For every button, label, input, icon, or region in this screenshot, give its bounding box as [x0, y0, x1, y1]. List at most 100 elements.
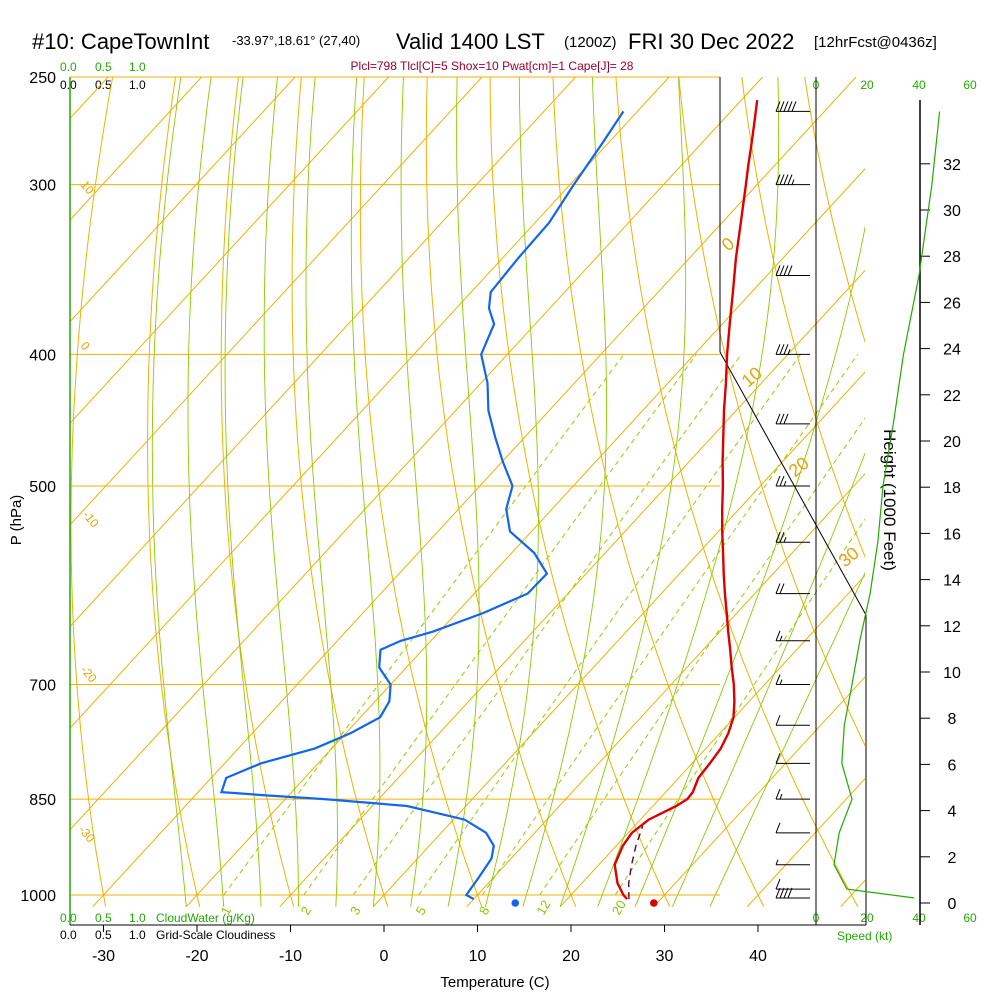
- cloudiness-tick: 0.5: [95, 78, 112, 92]
- wind-barb-half: [784, 537, 786, 542]
- height-tick-label: 30: [943, 203, 961, 220]
- surface-temperature-marker: [650, 899, 658, 907]
- y-axis-label: P (hPa): [8, 495, 25, 546]
- pressure-tick-label: 700: [29, 678, 56, 695]
- dry-adiabat-line: [616, 77, 858, 907]
- wind-barb-flag: [792, 101, 796, 111]
- pressure-tick-label: 300: [29, 178, 56, 195]
- dry-adiabat-line: [742, 77, 1000, 907]
- wind-barb-flag: [776, 789, 780, 799]
- cloudiness-tick: 1.0: [129, 78, 146, 92]
- moist-adiabat-line: [560, 77, 686, 907]
- height-tick-label: 0: [948, 896, 957, 913]
- isotherm-line: [747, 77, 1000, 907]
- dry-adiabat-label: 10: [738, 363, 766, 391]
- height-tick-label: 8: [948, 711, 957, 728]
- zulu-time: (1200Z): [564, 34, 617, 51]
- forecast-hour: [12hrFcst@0436z]: [814, 34, 937, 51]
- wind-barb-flag: [780, 175, 784, 185]
- temperature-tick-label: 30: [656, 948, 674, 965]
- height-tick-label: 22: [943, 388, 961, 405]
- dry-adiabat-line: [360, 77, 481, 907]
- mixing-ratio-label: 2: [297, 904, 314, 918]
- pressure-tick-label: 400: [29, 347, 56, 364]
- dry-adiabat-label: 0: [718, 233, 739, 255]
- dry-adiabat-line: [426, 77, 576, 907]
- plot-frame: [70, 77, 930, 932]
- moist-adiabats: [152, 77, 1000, 907]
- cloudiness-label: Grid-Scale Cloudiness: [156, 928, 275, 942]
- parcel-path-line: [629, 826, 643, 899]
- wind-barb-flag: [788, 101, 792, 111]
- mixing-ratio-label: 3: [347, 904, 364, 918]
- dry-adiabat-line: [931, 77, 1000, 907]
- mixing-ratio-label: 5: [412, 904, 429, 918]
- dry-adiabat-line: [553, 77, 764, 907]
- speed-scale-bottom: 0 20 40 60 Speed (kt): [813, 911, 977, 943]
- pressure-tick-label: 850: [29, 792, 56, 809]
- height-tick-label: 6: [948, 757, 957, 774]
- cloudwater-tick: 0.5: [95, 911, 112, 925]
- pressure-tick-label: 250: [29, 70, 56, 87]
- height-tick-label: 18: [943, 480, 961, 497]
- dry-adiabat-line: [805, 77, 1000, 907]
- wind-barb-half: [792, 180, 794, 185]
- height-tick-label: 32: [943, 157, 961, 174]
- mixing-ratio-lines: [224, 354, 977, 895]
- wind-barb-half: [780, 636, 782, 641]
- wind-barb-flag: [776, 715, 780, 725]
- pressure-tick-label: 1000: [20, 888, 56, 905]
- height-tick-label: 20: [943, 434, 961, 451]
- station-title: #10: CapeTownInt: [32, 29, 209, 54]
- wind-profile: [776, 101, 940, 898]
- mixing-ratio-line: [353, 354, 741, 895]
- cloudwater-tick: 0.0: [60, 60, 77, 74]
- height-tick-label: 16: [943, 526, 961, 543]
- wind-barb-flag: [776, 631, 780, 641]
- forecast-date: FRI 30 Dec 2022: [628, 29, 794, 54]
- height-tick-label: 2: [948, 850, 957, 867]
- speed-tick: 40: [912, 78, 926, 92]
- station-coords: -33.97°,18.61° (27,40): [232, 33, 360, 48]
- wind-barb-flag: [780, 414, 784, 424]
- mixing-ratio-line: [419, 354, 801, 895]
- wind-barb-half: [780, 680, 782, 685]
- height-tick-label: 14: [943, 573, 961, 590]
- moist-adiabat-line: [306, 77, 338, 907]
- wind-barb-half: [776, 860, 778, 865]
- temperature-tick-label: 0: [380, 948, 389, 965]
- dewpoint-profile-line: [222, 111, 624, 899]
- wind-barb-flag: [780, 584, 784, 594]
- wind-barb-flag: [784, 414, 788, 424]
- wind-barb-flag: [776, 675, 780, 685]
- speed-tick: 60: [963, 78, 977, 92]
- height-tick-label: 26: [943, 295, 961, 312]
- wind-barb-flag: [784, 344, 788, 354]
- isotherm-line: [186, 77, 949, 907]
- speed-tick: 20: [860, 911, 874, 925]
- wind-barb-flag: [780, 476, 784, 486]
- wind-barb-flag: [780, 266, 784, 276]
- height-tick-label: 10: [943, 665, 961, 682]
- isotherm-line: [93, 77, 856, 907]
- mixing-ratio-label: 12: [533, 897, 553, 917]
- cloudwater-tick: 1.0: [129, 60, 146, 74]
- speed-tick: 60: [963, 911, 977, 925]
- temperature-tick-label: 20: [562, 948, 580, 965]
- wind-barb-flag: [780, 532, 784, 542]
- mixing-ratio-label: 8: [476, 904, 493, 918]
- temperature-tick-label: -30: [92, 948, 115, 965]
- moist-adiabat-line: [401, 77, 427, 907]
- dry-adiabat-line: [71, 77, 113, 907]
- cloudiness-tick: 0.0: [60, 78, 77, 92]
- height-tick-label: 12: [943, 619, 961, 636]
- stability-stats: Plcl=798 Tlcl[C]=5 Shox=10 Pwat[cm]=1 Ca…: [351, 59, 634, 73]
- moist-adiabat-line: [225, 77, 261, 907]
- isotherm-label: 0: [78, 339, 93, 353]
- wind-barb-flag: [788, 175, 792, 185]
- dry-adiabats: [71, 77, 1000, 907]
- temperature-tick-label: -10: [279, 948, 302, 965]
